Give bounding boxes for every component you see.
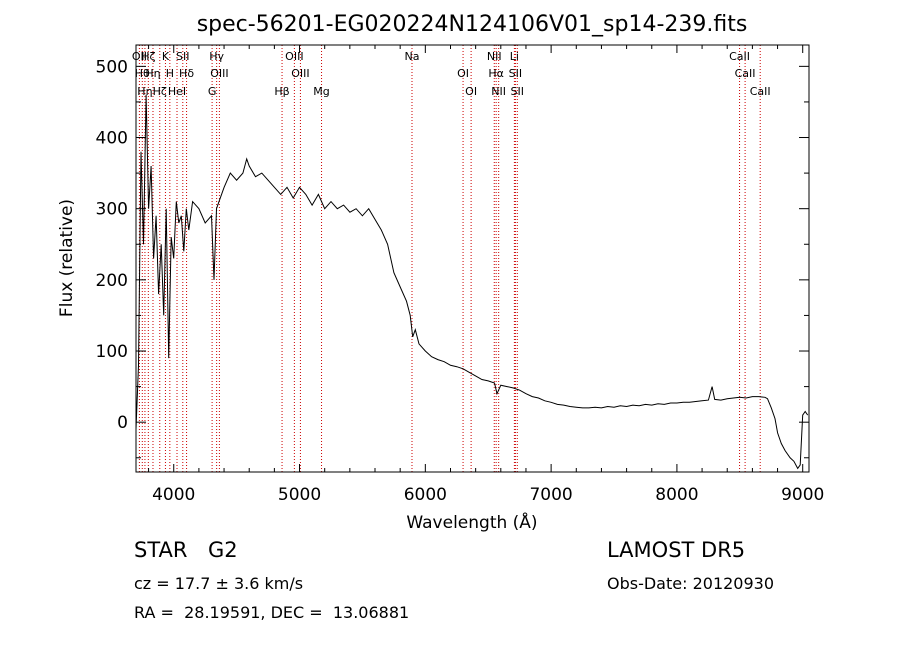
marker-label: Hη [137,85,152,98]
x-tick-label: 4000 [152,485,195,505]
x-tick-label: 8000 [655,485,698,505]
marker-label: Hβ [274,85,289,98]
y-tick-label: 400 [96,129,128,149]
marker-label: Hδ [179,67,194,80]
x-tick-label: 7000 [529,485,572,505]
marker-label: Hζ [141,50,155,63]
marker-label: SII [509,67,522,80]
marker-label: CaII [729,50,750,63]
marker-label: K [162,50,170,63]
marker-label: CaII [750,85,771,98]
marker-label: Mg [313,85,329,98]
redshift-velocity: cz = 17.7 ± 3.6 km/s [134,574,304,593]
spectrum-line [135,94,809,470]
marker-label: SII [176,50,189,63]
marker-label: OI [465,85,477,98]
y-tick-label: 0 [117,413,128,433]
y-axis-ticks: 0 100 200 300 400 500 [96,57,809,459]
line-marker-labels: OIIHθHηHζHηHζKHHeISIIHδGHγOIIIHβOIIIOIII… [132,50,771,98]
y-axis-label: Flux (relative) [57,199,77,317]
x-axis-label: Wavelength (Å) [406,511,537,533]
x-tick-label: 9000 [781,485,824,505]
x-tick-label: 6000 [404,485,447,505]
marker-label: CaII [735,67,756,80]
object-type: STAR [134,538,188,562]
marker-label: NII [491,85,506,98]
marker-label: NII [487,50,502,63]
plot-frame [135,44,810,473]
marker-label: H [166,67,174,80]
y-tick-label: 200 [96,271,128,291]
y-tick-label: 100 [96,342,128,362]
x-tick-label: 5000 [278,485,321,505]
object-class: G2 [208,538,238,562]
sky-coordinates: RA = 28.19591, DEC = 13.06881 [134,603,410,622]
marker-label: OIII [285,50,303,63]
y-tick-label: 500 [96,57,128,77]
y-tick-label: 300 [96,200,128,220]
marker-label: OIII [291,67,309,80]
chart-title: spec-56201-EG020224N124106V01_sp14-239.f… [197,12,748,37]
marker-label: SII [511,85,524,98]
marker-label: Hθ [135,67,150,80]
marker-label: Hα [488,67,504,80]
marker-label: Li [510,50,519,63]
marker-label: Hζ [153,85,167,98]
marker-label: Na [405,50,420,63]
marker-label: HeI [168,85,186,98]
marker-label: Hη [145,67,160,80]
survey-name: LAMOST DR5 [607,538,746,562]
marker-label: G [208,85,217,98]
marker-label: OI [457,67,469,80]
x-axis-ticks: 4000 5000 6000 7000 8000 9000 [148,45,824,505]
observation-date: Obs-Date: 20120930 [607,574,775,593]
marker-label: Hγ [209,50,224,63]
line-markers [138,45,761,472]
marker-label: OIII [210,67,228,80]
